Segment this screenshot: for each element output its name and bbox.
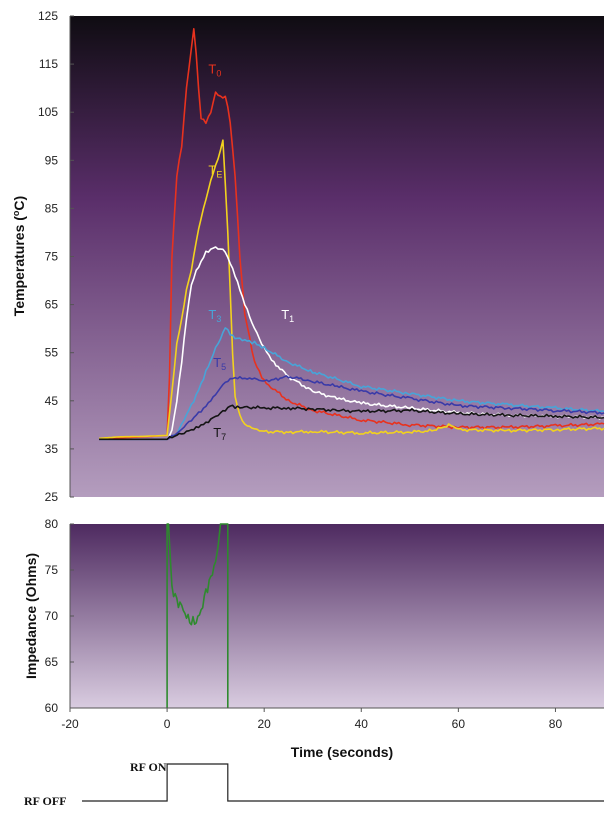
temperature-y-ticks: 25 35 45 55 65 75 85 95 105 115 125 <box>38 9 74 504</box>
series-label-t7: T7 <box>213 425 226 442</box>
y-tick-label: 75 <box>45 563 59 577</box>
temperature-y-axis-label: Temperatures (oC) <box>11 196 27 316</box>
series-label-sub: E <box>216 170 222 180</box>
impedance-series-group <box>166 523 229 708</box>
series-label-main: T <box>281 307 289 322</box>
time-x-axis-label: Time (seconds) <box>291 744 393 760</box>
series-label-sub: 1 <box>289 314 294 324</box>
series-label-sub: 0 <box>216 69 221 79</box>
series-line-t7 <box>99 404 605 441</box>
temperature-plot-area <box>70 16 604 497</box>
rf-off-label: RF OFF <box>24 794 67 808</box>
x-tick-label: 40 <box>355 717 369 731</box>
series-label-main: T <box>208 62 216 77</box>
series-label-te: TE <box>208 163 222 180</box>
y-tick-label: 85 <box>45 201 59 215</box>
impedance-line <box>166 523 229 708</box>
series-label-t1: T1 <box>281 307 294 324</box>
y-tick-label: 115 <box>39 57 58 71</box>
series-label-t5: T5 <box>213 355 226 372</box>
series-label-sub: 5 <box>221 362 226 372</box>
series-line-t3 <box>99 327 605 441</box>
rf-on-label: RF ON <box>130 760 167 774</box>
x-tick-label: 0 <box>164 717 171 731</box>
x-tick-label: 60 <box>452 717 466 731</box>
series-label-main: T <box>213 355 221 370</box>
y-tick-label: 65 <box>45 655 59 669</box>
y-tick-label: 70 <box>45 609 59 623</box>
series-line-t5 <box>99 375 605 441</box>
temperature-series-group <box>99 27 605 441</box>
y-tick-label: 35 <box>45 442 59 456</box>
series-line-t0 <box>99 27 605 441</box>
impedance-y-axis-label: Impedance (Ohms) <box>23 553 39 679</box>
series-line-te <box>99 139 605 440</box>
impedance-plot-area <box>70 524 604 708</box>
series-label-t3: T3 <box>208 307 221 324</box>
y-tick-label: 80 <box>45 517 59 531</box>
y-tick-label: 25 <box>45 490 59 504</box>
rf-step-line <box>82 763 604 802</box>
series-label-sub: 3 <box>216 314 221 324</box>
rf-indicator: RF ON RF OFF <box>24 760 604 808</box>
impedance-y-ticks: 60 65 70 75 80 <box>45 517 74 715</box>
y-tick-label: 65 <box>45 298 59 312</box>
y-tick-label: 95 <box>45 153 59 167</box>
x-tick-label: 80 <box>549 717 563 731</box>
series-label-main: T <box>213 425 221 440</box>
x-tick-label: 20 <box>258 717 272 731</box>
y-tick-label: 75 <box>45 250 59 264</box>
series-label-main: T <box>208 307 216 322</box>
y-tick-label: 60 <box>45 701 59 715</box>
series-label-sub: 7 <box>221 432 226 442</box>
y-tick-label: 125 <box>38 9 58 23</box>
time-x-ticks: -20 0 20 40 60 80 <box>61 708 562 731</box>
x-tick-label: -20 <box>61 717 79 731</box>
y-tick-label: 45 <box>45 394 59 408</box>
series-label-t0: T0 <box>208 62 221 79</box>
series-label-main: T <box>208 163 216 178</box>
y-tick-label: 105 <box>38 105 58 119</box>
impedance-chart: 60 65 70 75 80 -20 0 20 40 60 80 Impedance (Ohms)… <box>23 517 604 760</box>
y-tick-label: 55 <box>45 346 59 360</box>
